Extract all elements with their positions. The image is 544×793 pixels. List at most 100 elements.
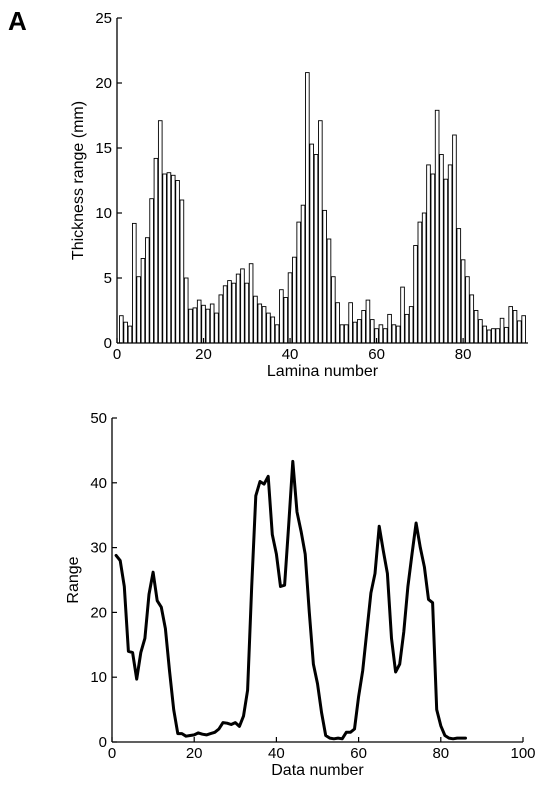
chart1-bar	[196, 299, 202, 344]
chart1-x-tick-label: 80	[455, 346, 472, 363]
chart2-y-tick-label: 40	[90, 475, 107, 492]
chart2-y-tick-label: 30	[90, 540, 107, 557]
chart1-bar	[344, 324, 349, 344]
chart1-bar	[452, 134, 457, 344]
chart1-bar	[183, 277, 189, 344]
chart1-bar	[166, 172, 172, 344]
chart1-bar	[408, 306, 414, 344]
chart1-x-tick-label: 0	[113, 346, 121, 363]
chart1-x-axis-label: Lamina number	[267, 363, 379, 380]
chart1-y-tick-label: 15	[95, 140, 112, 157]
chart1-bar	[209, 303, 215, 344]
chart2-x-tick-label: 60	[350, 745, 367, 762]
chart1-x-tick-label: 20	[195, 346, 212, 363]
chart1-bar	[517, 320, 522, 344]
chart1-bar	[478, 319, 483, 344]
chart1-bar	[162, 173, 167, 344]
chart1-y-tick-label: 20	[95, 75, 112, 92]
chart1-bar	[404, 313, 410, 344]
chart1-bar	[127, 325, 133, 344]
chart1-bar	[188, 308, 193, 344]
chart1-bar	[287, 272, 293, 344]
chart1-bar	[300, 204, 306, 344]
chart1-bar	[231, 282, 237, 344]
chart1-bar	[253, 295, 258, 344]
chart1-bar	[274, 324, 280, 344]
chart1-bar	[486, 329, 492, 344]
chart2-x-tick-label: 0	[108, 745, 116, 762]
chart2-x-tick-label: 80	[432, 745, 449, 762]
chart2-y-tick-label: 10	[90, 669, 107, 686]
chart1-bar	[119, 315, 124, 344]
chart1-y-tick-label: 25	[95, 10, 112, 27]
chart1-bar	[387, 313, 392, 344]
panel-label: A	[8, 6, 27, 36]
chart2-series-line	[114, 459, 467, 741]
chart1-bar	[382, 328, 388, 344]
chart1-bar	[482, 325, 488, 344]
chart1-bar	[266, 312, 271, 344]
chart1-bar	[439, 154, 444, 344]
chart1-bar	[391, 324, 397, 344]
chart1-bar	[361, 310, 366, 344]
chart1-bar	[144, 237, 150, 344]
chart1-bar	[175, 180, 180, 344]
chart1-bar	[460, 259, 466, 344]
chart2-x-axis-label: Data number	[271, 762, 364, 779]
chart1-y-tick-label: 10	[95, 205, 112, 222]
chart1-bar	[430, 173, 436, 344]
chart1-bar	[227, 280, 232, 344]
chart1-bar	[305, 72, 310, 344]
chart1-bar	[244, 282, 250, 344]
chart2-y-tick-label: 50	[90, 410, 107, 427]
chart1-y-tick-label: 5	[104, 270, 112, 287]
chart1-y-tick-label: 0	[104, 335, 112, 352]
chart1-bar	[296, 221, 301, 344]
chart1-bar	[140, 258, 146, 344]
chart2-x-tick-label: 20	[186, 745, 203, 762]
chart1-bar	[434, 109, 440, 344]
chart1-bar	[326, 238, 332, 344]
chart1-bar	[218, 294, 224, 344]
chart1-bar	[205, 308, 211, 344]
chart1-bar	[417, 221, 423, 344]
chart1-bar	[512, 310, 518, 344]
chart1-bar	[495, 328, 501, 344]
chart1-bar	[521, 315, 526, 344]
chart1-bar	[491, 328, 496, 344]
chart1-bar	[413, 245, 418, 344]
chart1-bar	[469, 294, 475, 344]
chart1-bar	[473, 310, 479, 344]
chart1-bar	[222, 285, 228, 344]
chart1-bar	[426, 164, 431, 344]
chart1-bar	[365, 299, 371, 344]
chart1-bar	[339, 324, 345, 344]
chart1-bar	[283, 297, 289, 344]
chart1-bar	[235, 273, 241, 344]
chart1-bar	[309, 143, 314, 344]
chart1-bar	[313, 154, 319, 344]
chart1-bar	[400, 286, 405, 344]
chart1-bar	[123, 321, 128, 344]
chart1-bar	[395, 325, 401, 344]
chart2-y-tick-label: 20	[90, 604, 107, 621]
chart1-bar	[292, 256, 297, 344]
chart1-bar	[378, 324, 384, 344]
chart1-bar	[443, 178, 449, 344]
chart1-bar	[335, 302, 340, 344]
chart1-bar	[421, 212, 427, 344]
chart1-bar	[369, 319, 375, 344]
chart1-bar	[331, 276, 336, 344]
chart1-bar	[318, 120, 323, 344]
chart2-x-tick-label: 40	[268, 745, 285, 762]
chart1-bar	[356, 319, 362, 344]
chart1-bar	[201, 304, 206, 344]
chart2-x-tick-label: 100	[510, 745, 535, 762]
chart1-bar	[149, 198, 154, 344]
chart1-bar	[214, 312, 219, 344]
chart1-bar	[170, 174, 176, 344]
chart1-bar	[240, 268, 245, 344]
chart1-bar	[248, 263, 254, 344]
chart1-bar	[136, 276, 141, 344]
